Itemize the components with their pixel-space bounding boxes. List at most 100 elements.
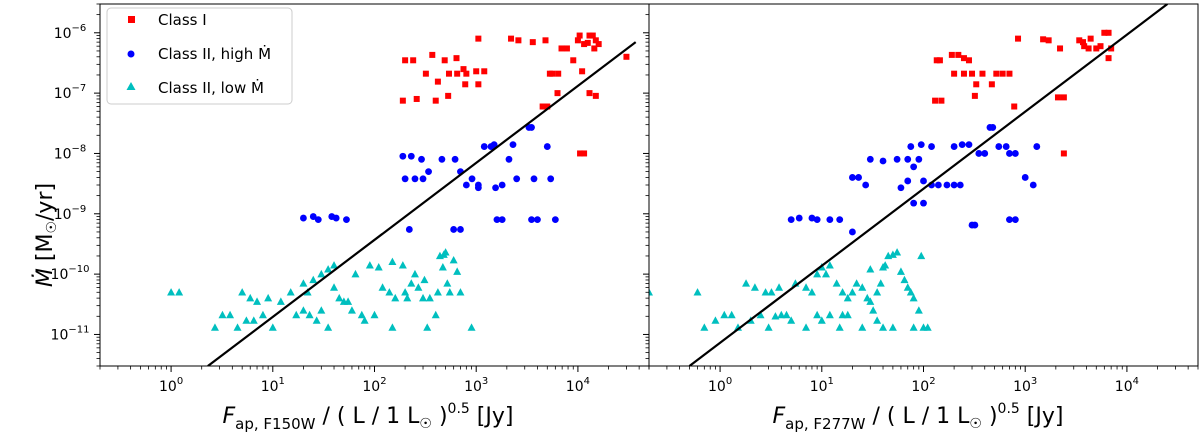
data-point-class-ii-low xyxy=(324,265,333,273)
plot-area-right xyxy=(649,29,1115,331)
data-point-class-ii-low xyxy=(388,257,397,266)
data-point-class-ii-high xyxy=(419,175,427,183)
data-point-class-ii-low xyxy=(873,288,882,296)
data-point-class-ii-high xyxy=(965,141,973,149)
data-point-class-i xyxy=(1101,29,1108,36)
data-point-class-i xyxy=(1097,43,1104,50)
data-point-class-ii-low xyxy=(226,310,235,319)
data-point-class-i xyxy=(563,45,570,52)
data-point-class-i xyxy=(969,70,976,77)
data-point-class-ii-low xyxy=(848,288,857,296)
data-point-class-ii-high xyxy=(795,214,803,222)
data-point-class-i xyxy=(933,57,940,64)
data-point-class-i xyxy=(544,103,551,110)
data-point-class-ii-high xyxy=(418,155,425,163)
data-point-class-ii-high xyxy=(866,155,874,163)
data-point-class-ii-low xyxy=(407,279,416,287)
data-point-class-ii-high xyxy=(492,184,499,192)
data-point-class-ii-high xyxy=(314,216,322,224)
data-point-class-ii-low xyxy=(403,293,412,302)
legend-label-class-ii-high: Class II, high Ṁ xyxy=(158,44,271,63)
data-point-class-i xyxy=(422,70,429,77)
data-point-class-ii-high xyxy=(855,174,862,181)
data-point-class-ii-high xyxy=(904,155,912,163)
data-point-class-ii-high xyxy=(528,124,535,131)
data-point-class-ii-low xyxy=(433,288,442,296)
y-ticks-right xyxy=(643,3,649,367)
data-point-class-ii-high xyxy=(438,155,446,163)
data-point-class-i xyxy=(1006,70,1013,77)
data-point-class-ii-high xyxy=(505,155,513,163)
data-point-class-ii-high xyxy=(487,143,495,150)
data-point-class-ii-high xyxy=(1011,216,1019,224)
data-point-class-ii-low xyxy=(299,279,308,287)
data-point-class-ii-low xyxy=(357,310,366,319)
data-point-class-ii-low xyxy=(832,279,841,287)
data-point-class-ii-low xyxy=(441,248,450,256)
data-point-class-ii-high xyxy=(975,150,983,157)
data-point-class-i xyxy=(445,92,452,99)
data-point-class-ii-low xyxy=(398,261,407,269)
data-point-class-ii-high xyxy=(1033,143,1041,150)
data-point-class-ii-high xyxy=(498,216,506,224)
data-point-class-i xyxy=(441,57,448,64)
data-point-class-ii-high xyxy=(920,199,927,207)
data-point-class-ii-high xyxy=(943,181,951,189)
data-point-class-ii-low xyxy=(388,323,397,331)
x-ticks-right: 100 101 102 103 104 xyxy=(648,366,1199,395)
data-point-class-ii-low xyxy=(233,323,242,331)
data-point-class-ii-low xyxy=(445,288,454,296)
data-point-class-ii-low xyxy=(852,279,861,287)
data-point-class-i xyxy=(1081,43,1088,50)
data-point-class-ii-low xyxy=(414,283,423,291)
data-point-class-ii-high xyxy=(1002,143,1010,150)
x-ticks-left: 100 101 102 103 104 xyxy=(99,366,650,395)
data-point-class-i xyxy=(542,37,549,44)
data-point-class-ii-low xyxy=(825,261,834,269)
data-point-class-ii-low xyxy=(649,288,653,296)
data-point-class-ii-low xyxy=(873,316,882,324)
data-point-class-i xyxy=(584,39,591,46)
legend-marker-class-ii-high xyxy=(127,50,135,58)
data-point-class-ii-low xyxy=(425,293,434,302)
data-point-class-ii-low xyxy=(888,323,897,331)
legend: Class I Class II, high Ṁ Class II, low Ṁ xyxy=(106,7,293,105)
left-panel: 100 101 102 103 10410−1110−1010−910−810−710−… xyxy=(51,3,650,395)
data-point-class-ii-low xyxy=(249,316,258,324)
data-point-class-ii-low xyxy=(218,310,227,319)
data-point-class-ii-high xyxy=(893,155,901,163)
data-point-class-i xyxy=(955,51,962,58)
data-point-class-ii-high xyxy=(910,163,918,171)
data-point-class-ii-low xyxy=(253,297,262,305)
data-point-class-ii-low xyxy=(866,265,875,273)
y-tick-label: 10−9 xyxy=(54,204,87,223)
data-point-class-ii-low xyxy=(711,316,720,324)
data-point-class-i xyxy=(410,57,417,64)
data-point-class-ii-low xyxy=(888,250,897,258)
data-point-class-ii-high xyxy=(826,216,834,224)
data-point-class-i xyxy=(445,70,452,77)
data-point-class-ii-high xyxy=(836,216,844,224)
data-point-class-i xyxy=(623,53,630,60)
data-point-class-ii-low xyxy=(700,323,709,331)
data-point-class-ii-low xyxy=(370,310,379,319)
data-point-class-ii-low xyxy=(822,269,831,278)
data-point-class-i xyxy=(932,97,939,104)
data-point-class-ii-low xyxy=(896,267,905,275)
data-point-class-ii-low xyxy=(317,269,326,278)
data-point-class-i xyxy=(948,51,955,58)
data-point-class-i xyxy=(529,39,536,46)
data-point-class-ii-high xyxy=(958,141,966,149)
data-point-class-ii-high xyxy=(971,221,979,229)
data-point-class-ii-low xyxy=(909,323,918,331)
data-point-class-ii-high xyxy=(915,155,923,163)
data-point-class-i xyxy=(1011,103,1018,110)
data-point-class-ii-high xyxy=(493,216,501,224)
data-point-class-ii-high xyxy=(513,175,521,183)
data-point-class-i xyxy=(508,35,515,42)
y-tick-label: 10−11 xyxy=(51,324,90,343)
data-point-class-ii-high xyxy=(981,150,989,157)
data-point-class-ii-low xyxy=(900,275,909,284)
data-point-class-ii-low xyxy=(410,269,419,278)
data-point-class-ii-high xyxy=(808,214,816,222)
